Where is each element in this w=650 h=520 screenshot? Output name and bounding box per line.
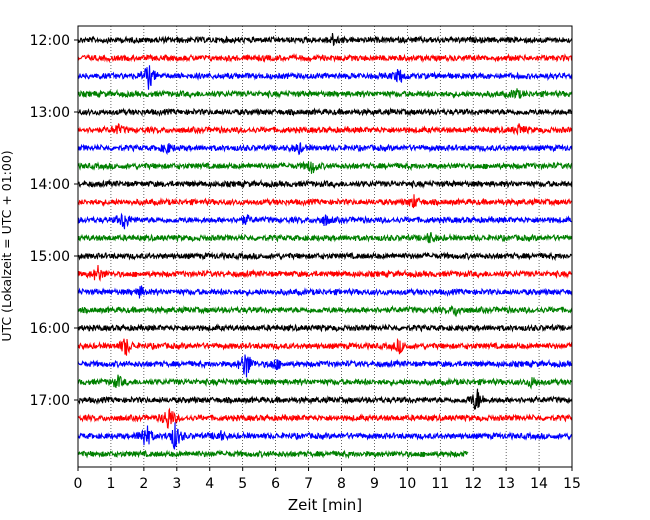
x-tick-label: 0 (74, 476, 83, 492)
x-tick-label: 13 (497, 476, 515, 492)
x-tick-label: 4 (205, 476, 214, 492)
seismogram-trace (77, 337, 573, 356)
x-tick-label: 7 (304, 476, 313, 492)
seismogram-trace (77, 178, 573, 190)
x-tick-label: 10 (398, 476, 416, 492)
seismogram-trace (77, 32, 573, 47)
x-tick-label: 9 (370, 476, 379, 492)
seismogram-trace (77, 374, 573, 390)
x-tick-label: 3 (172, 476, 181, 492)
y-tick-label: 16:00 (30, 321, 70, 337)
seismogram-trace (77, 264, 573, 282)
x-tick-label: 1 (106, 476, 115, 492)
plot-frame (77, 25, 573, 468)
y-tick-label: 15:00 (30, 249, 70, 265)
seismogram-trace (77, 407, 573, 429)
seismogram-trace (77, 212, 573, 230)
seismogram-trace (77, 107, 573, 118)
x-tick-label: 6 (271, 476, 280, 492)
seismogram-trace (77, 123, 573, 136)
y-tick-label: 14:00 (30, 177, 70, 193)
seismogram-trace (77, 304, 573, 318)
seismogram-trace (77, 65, 573, 90)
seismogram-trace (77, 354, 573, 378)
seismogram-trace (77, 160, 573, 174)
y-axis-label: UTC (Lokalzeit = UTC + 01:00) (0, 150, 14, 341)
seismogram-trace (77, 449, 469, 460)
x-tick-label: 12 (464, 476, 482, 492)
x-tick-label: 2 (139, 476, 148, 492)
x-tick-label: 8 (337, 476, 346, 492)
x-tick-label: 14 (530, 476, 548, 492)
seismogram-trace (77, 231, 573, 244)
seismogram-trace (77, 388, 573, 411)
seismogram-trace (77, 422, 573, 450)
seismogram-trace (77, 88, 573, 100)
plot-area (78, 26, 572, 467)
x-tick-label: 15 (563, 476, 581, 492)
x-axis-label: Zeit [min] (288, 496, 362, 514)
x-axis-ticks: 0 1 2 3 4 5 6 7 8 9 10 11 12 13 14 15 (74, 467, 581, 492)
seismogram-trace (77, 285, 573, 299)
seismogram-traces (77, 32, 573, 460)
seismogram-trace (77, 142, 573, 156)
seismogram-trace (77, 251, 573, 262)
y-tick-label: 13:00 (30, 105, 70, 121)
seismogram-trace (77, 52, 573, 64)
x-tick-label: 5 (238, 476, 247, 492)
y-axis-ticks: 12:00 13:00 14:00 15:00 16:00 17:00 (30, 33, 78, 409)
y-tick-label: 17:00 (30, 393, 70, 409)
seismogram-trace (77, 194, 573, 209)
seismogram-trace (77, 323, 573, 333)
y-tick-label: 12:00 (30, 33, 70, 49)
x-tick-label: 11 (431, 476, 449, 492)
